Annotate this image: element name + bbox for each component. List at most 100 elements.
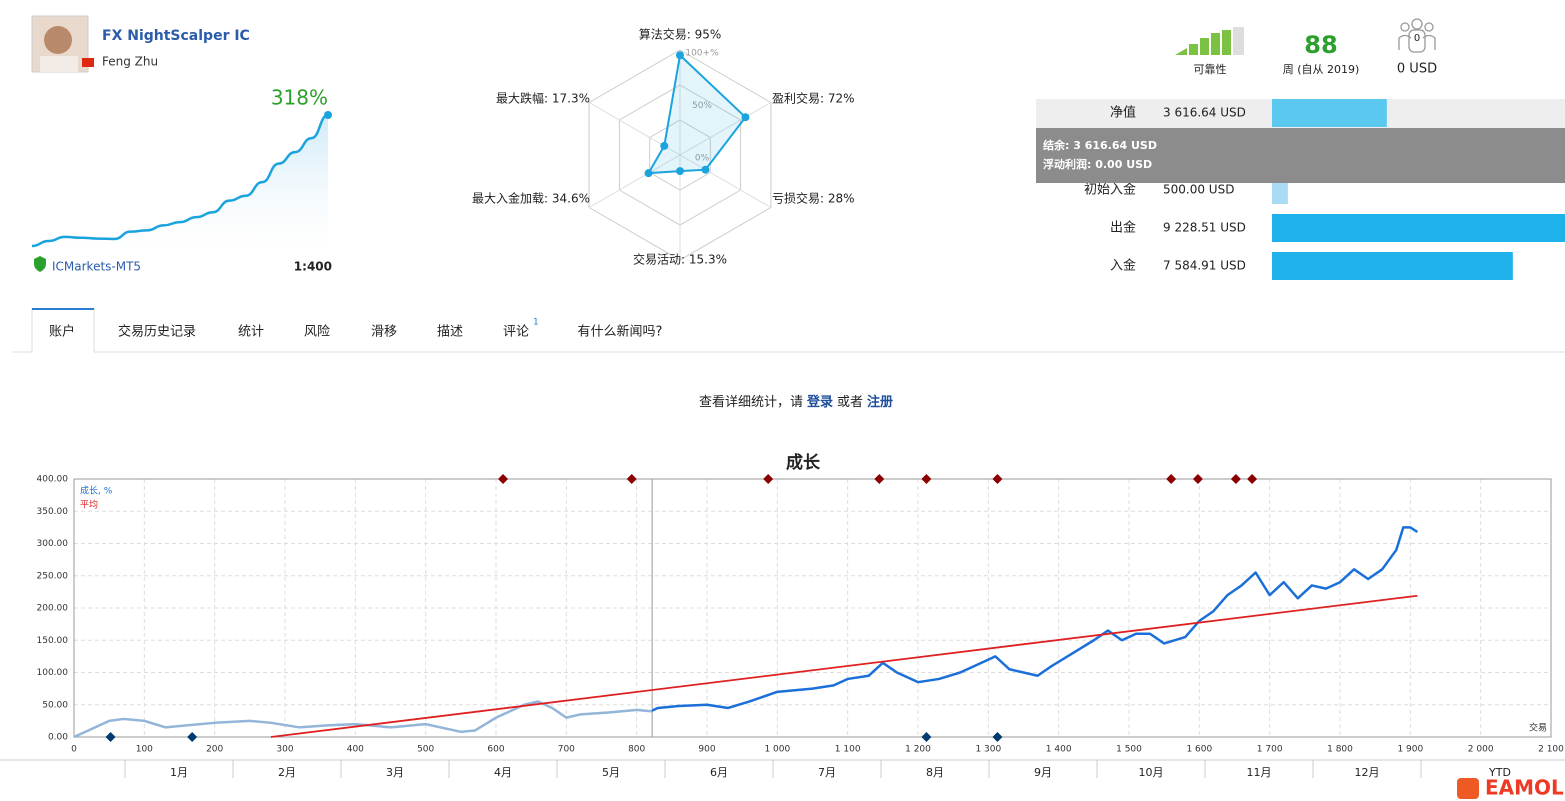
tab[interactable]: 统计 (238, 325, 264, 340)
tab[interactable]: 滑移 (371, 325, 397, 340)
x-axis-label: 交易 (1529, 722, 1547, 734)
flag (82, 58, 94, 67)
chart-title: 成长 (786, 452, 821, 473)
x-tick-label: 1 100 (835, 745, 861, 755)
radar-point (676, 51, 684, 60)
month-label: 7月 (818, 766, 836, 779)
radar-spoke (679, 102, 772, 156)
bar-value-label: 7 584.91 USD (1163, 259, 1246, 273)
x-tick-label: 700 (558, 745, 575, 755)
event-marker (187, 732, 198, 742)
x-tick-label: 800 (628, 745, 645, 755)
prompt-or: 或者 (837, 395, 863, 410)
radar-point (644, 169, 653, 178)
month-label: 9月 (1034, 766, 1052, 779)
radar-tick-label: 100+% (685, 49, 719, 59)
login-link[interactable]: 登录 (806, 394, 833, 410)
x-tick-label: 1 000 (764, 745, 790, 755)
y-tick-label: 150.00 (37, 636, 69, 646)
month-label: 5月 (602, 766, 620, 779)
event-marker (992, 474, 1003, 484)
tab[interactable]: 账户 (49, 324, 75, 340)
system-name[interactable]: FX NightScalper IC (102, 28, 250, 44)
event-marker (105, 732, 116, 742)
radar-area (646, 53, 747, 175)
x-tick-label: 1 500 (1116, 745, 1142, 755)
month-label: 8月 (926, 766, 944, 779)
radar-label: 最大入金加载: 34.6% (472, 191, 590, 206)
sparkline-area (32, 115, 328, 250)
subscribers-icon (1398, 18, 1436, 53)
radar-tick-label: 50% (692, 101, 712, 111)
tab[interactable]: 描述 (437, 325, 463, 340)
radar-point (741, 113, 750, 122)
month-label: 2月 (278, 766, 296, 779)
x-tick-label: 1 900 (1397, 745, 1423, 755)
leverage: 1:400 (294, 260, 332, 274)
watermark-icon (1457, 778, 1479, 799)
radar-label: 盈利交易: 72% (772, 91, 855, 106)
series-line (270, 594, 1418, 738)
tab-badge: 1 (533, 318, 539, 328)
tab[interactable]: 有什么新闻吗? (578, 324, 663, 340)
radar-label: 交易活动: 15.3% (633, 252, 727, 267)
bar-value-label: 3 616.64 USD (1163, 106, 1246, 120)
bar (1272, 252, 1513, 280)
event-marker (921, 474, 932, 484)
event-marker (1166, 474, 1177, 484)
y-tick-label: 200.00 (37, 604, 69, 614)
subscribers-badge: 0 (1414, 33, 1420, 44)
tooltip-line: 结余: 3 616.64 USD (1042, 138, 1157, 152)
event-marker (1247, 474, 1258, 484)
radar-tick-label: 0% (695, 154, 710, 164)
series-line (73, 526, 1419, 739)
plot-frame (73, 478, 1552, 738)
month-label: 6月 (710, 766, 728, 779)
y-tick-label: 100.00 (37, 668, 69, 678)
x-tick-label: 2 000 (1468, 745, 1494, 755)
tabs: 账户 交易历史记录 统计 风险 滑移 描述 评论 有什么新闻吗? (49, 324, 662, 340)
broker[interactable]: ICMarkets-MT5 (52, 260, 141, 274)
prompt-text: 查看详细统计，请 (699, 394, 803, 410)
bar-value-label: 500.00 USD (1163, 183, 1234, 197)
x-tick-label: 900 (698, 745, 715, 755)
tab[interactable]: 交易历史记录 (118, 324, 196, 340)
bar-value-label: 9 228.51 USD (1163, 221, 1246, 235)
month-label: 1月 (170, 766, 188, 779)
legend-entry: 成长, % (80, 485, 113, 497)
bar (1272, 99, 1387, 127)
month-label: 10月 (1139, 766, 1164, 779)
sparkline-end (324, 111, 332, 119)
tab[interactable]: 风险 (304, 325, 330, 340)
x-tick-label: 300 (276, 745, 293, 755)
bar (1272, 214, 1565, 242)
radar-point (660, 141, 669, 150)
reliability-icon (1175, 27, 1244, 55)
growth-chart: 0.00 50.00 100.00 150.00 200.00 250.00 300.00 3… (0, 474, 1565, 779)
y-tick-label: 0.00 (48, 733, 68, 743)
x-tick-label: 0 (71, 745, 77, 755)
x-tick-label: 1 400 (1046, 745, 1072, 755)
tab[interactable]: 评论 (503, 325, 529, 340)
x-tick-label: 1 200 (905, 745, 931, 755)
avatar-face (44, 26, 72, 54)
event-marker (1192, 474, 1203, 484)
event-marker (763, 474, 774, 484)
register-link[interactable]: 注册 (867, 394, 893, 410)
x-tick-label: 400 (347, 745, 364, 755)
x-tick-label: 1 600 (1186, 745, 1212, 755)
x-tick-label: 500 (417, 745, 434, 755)
author[interactable]: Feng Zhu (102, 55, 158, 69)
x-tick-label: 200 (206, 745, 223, 755)
x-tick-label: 100 (136, 745, 153, 755)
month-label: 11月 (1247, 766, 1272, 779)
y-tick-label: 250.00 (37, 571, 69, 581)
event-marker (921, 732, 932, 742)
month-label: 12月 (1355, 766, 1380, 779)
radar-spoke (588, 154, 681, 208)
radar-spoke (679, 154, 772, 208)
verified-icon (34, 256, 46, 272)
x-tick-label: 1 800 (1327, 745, 1353, 755)
month-label: 3月 (386, 766, 404, 779)
bar-category: 净值 (1110, 105, 1136, 121)
